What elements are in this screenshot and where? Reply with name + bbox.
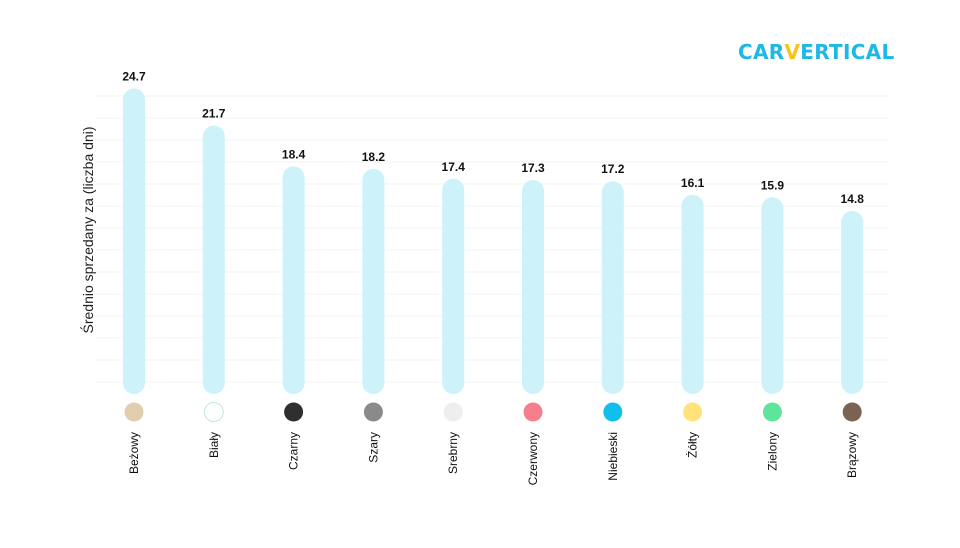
bar xyxy=(123,88,145,395)
color-swatch xyxy=(523,402,543,422)
value-label: 18.2 xyxy=(362,150,386,164)
value-labels: 24.7 21.7 18.4 18.2 17.4 17.3 17.2 16.1 15.9 14.8 xyxy=(122,69,864,205)
value-label: 17.3 xyxy=(521,161,545,175)
logo-text-v: V xyxy=(784,40,801,64)
color-swatches xyxy=(124,402,862,422)
value-label: 21.7 xyxy=(202,107,226,121)
bar xyxy=(202,125,225,395)
color-swatch xyxy=(284,402,304,422)
logo-text-ertical: ERTICAL xyxy=(800,40,895,64)
gridlines xyxy=(96,95,888,383)
category-label: Żółty xyxy=(686,432,700,458)
color-swatch xyxy=(762,402,782,422)
category-label: Srebrny xyxy=(446,432,460,474)
category-labels: Beżowy Biały Czarny Szary Srebrny Czerwony Nie… xyxy=(127,432,859,485)
bar xyxy=(362,168,385,394)
color-swatch xyxy=(363,402,383,422)
category-label: Czerwony xyxy=(526,432,540,485)
color-swatch xyxy=(842,402,862,422)
value-label: 15.9 xyxy=(761,178,785,192)
category-label: Czarny xyxy=(287,432,301,470)
logo-text-car: CAR xyxy=(738,40,785,64)
category-label: Biały xyxy=(207,432,221,458)
bar xyxy=(841,210,864,394)
color-swatch xyxy=(443,402,463,422)
value-label: 17.4 xyxy=(442,160,466,174)
color-swatch xyxy=(603,402,623,422)
category-label: Szary xyxy=(366,432,380,463)
carvertical-logo: CARVERTICAL xyxy=(738,40,895,64)
value-label: 17.2 xyxy=(601,162,625,176)
bars xyxy=(123,88,864,395)
y-axis-label: Średnio sprzedany za (liczba dni) xyxy=(80,126,96,334)
color-swatch xyxy=(124,402,144,422)
bar xyxy=(601,181,624,394)
value-label: 18.4 xyxy=(282,147,306,161)
bar xyxy=(761,197,784,394)
category-label: Beżowy xyxy=(127,432,141,474)
bar xyxy=(282,166,305,394)
category-label: Niebieski xyxy=(606,432,620,481)
bar xyxy=(442,178,465,394)
category-label: Brązowy xyxy=(845,432,859,478)
color-swatch xyxy=(203,402,224,422)
value-label: 14.8 xyxy=(841,192,865,206)
bar xyxy=(522,179,544,394)
category-label: Zielony xyxy=(765,432,779,471)
value-label: 16.1 xyxy=(681,176,705,190)
bar xyxy=(681,194,704,394)
value-label: 24.7 xyxy=(122,69,146,83)
color-swatch xyxy=(683,402,703,422)
